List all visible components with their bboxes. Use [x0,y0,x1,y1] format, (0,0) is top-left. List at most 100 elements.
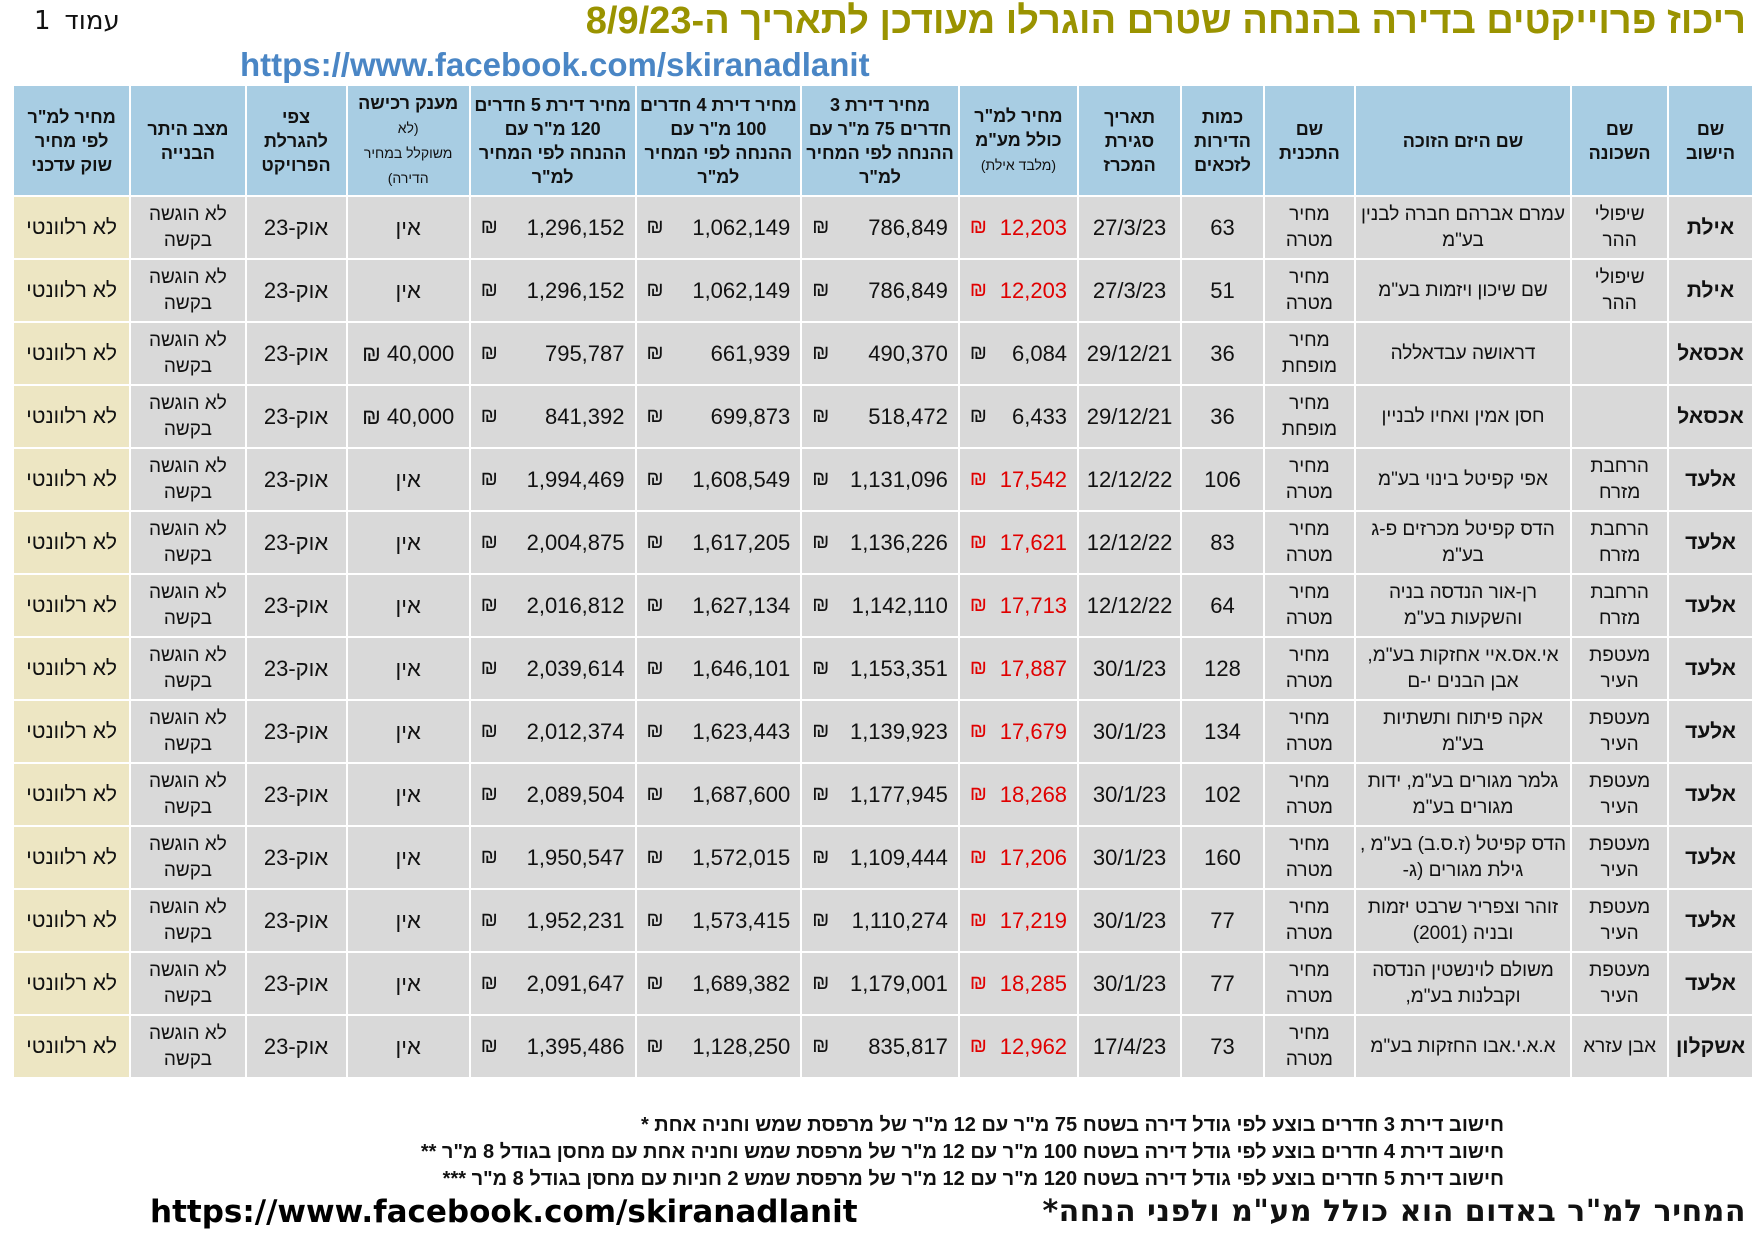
cell-close-date: 30/1/23 [1077,951,1183,1016]
cell-permit: לא הוגשה בקשה [129,258,247,323]
shekel-sign: ₪ [646,909,664,931]
cell-price-sqm-value: 17,206 [999,844,1068,870]
facebook-link-top[interactable]: https://www.facebook.com/skiranadlanit [240,46,870,83]
cell-price4: ₪ 661,939 [634,321,803,386]
shekel-sign: ₪ [812,846,830,868]
cell-price4-wrap: ₪ 1,689,382 [641,971,797,997]
cell-developer: אי.אס.איי אחזקות בע"מ, אבן הבנים י-ם [1353,636,1573,701]
cell-grant: אין [345,699,471,764]
cell-close-date: 30/1/23 [1077,636,1183,701]
cell-price4-wrap: ₪ 699,873 [641,404,797,430]
cell-price-sqm-value: 17,887 [999,655,1068,681]
cell-price3-wrap: ₪ 1,179,001 [806,971,954,997]
cell-price-sqm: ₪ 17,219 [957,888,1080,953]
shekel-sign: ₪ [646,972,664,994]
cell-program: מחיר מטרה [1262,510,1356,575]
table-row: אלעד הרחבת מזרח הדס קפיטל מכרזים פ-ג בע"מ מ… [11,510,1754,575]
cell-lottery: אוק-23 [244,888,348,953]
cell-units: 77 [1180,951,1265,1016]
cell-price5: ₪ 1,952,231 [468,888,637,953]
cell-permit: לא הוגשה בקשה [129,1014,247,1079]
shekel-sign: ₪ [646,342,664,364]
cell-price-sqm-value: 12,203 [999,214,1068,240]
shekel-sign: ₪ [812,594,830,616]
cell-price3: ₪ 786,849 [800,258,960,323]
cell-price5: ₪ 1,296,152 [468,258,637,323]
cell-units: 134 [1180,699,1265,764]
cell-price-sqm: ₪ 18,285 [957,951,1080,1016]
cell-price5: ₪ 1,296,152 [468,195,637,260]
shekel-sign: ₪ [646,1035,664,1057]
cell-permit: לא הוגשה בקשה [129,699,247,764]
cell-city: אלעד [1667,951,1754,1016]
shekel-sign: ₪ [969,342,987,364]
cell-price-sqm: ₪ 6,433 [957,384,1080,449]
cell-lottery: אוק-23 [244,951,348,1016]
table-row: אילת שיפולי ההר שם שיכון ויזמות בע"מ מחיר מ… [11,258,1754,323]
cell-grant: 40,000 ₪ [345,384,471,449]
cell-developer: אקה פיתוח ותשתיות בע"מ [1353,699,1573,764]
cell-neighborhood: אבן עזרא [1570,1014,1670,1079]
cell-price5-value: 2,039,614 [526,655,625,681]
cell-close-date: 17/4/23 [1077,1014,1183,1079]
cell-price-sqm-value: 12,962 [999,1033,1068,1059]
cell-market: לא רלוונטי [11,258,132,323]
cell-grant: אין [345,195,471,260]
projects-table: שם הישוב שם השכונה שם היזם הזוכה שם התכנ… [11,84,1754,1079]
cell-price4: ₪ 1,062,149 [634,258,803,323]
table-row: אלעד מעטפת העיר אקה פיתוח ותשתיות בע"מ מחיר… [11,699,1754,764]
cell-developer: חסן אמין ואחיו לבניין [1353,384,1573,449]
cell-price4-wrap: ₪ 1,573,415 [641,908,797,934]
cell-developer: דראושה עבדאללה [1353,321,1573,386]
shekel-sign: ₪ [812,279,830,301]
col-units: כמות הדירות לזכאים [1180,84,1265,197]
col-price3: מחיר דירת 3 חדרים 75 מ"ר עם ההנחה לפי המ… [800,84,960,197]
page-number: 1 [34,6,51,36]
cell-neighborhood: מעטפת העיר [1570,951,1670,1016]
cell-price-sqm-wrap: ₪ 17,679 [964,719,1073,745]
shekel-sign: ₪ [812,657,830,679]
cell-price5-wrap: ₪ 2,039,614 [475,656,631,682]
table-row: אכסאל דראושה עבדאללה מחיר מופחת 36 29/12/21 ₪… [11,321,1754,386]
cell-price5: ₪ 2,012,374 [468,699,637,764]
cell-price3: ₪ 1,109,444 [800,825,960,890]
cell-price4-value: 1,627,134 [692,592,791,618]
cell-program: מחיר מטרה [1262,447,1356,512]
cell-grant: אין [345,510,471,575]
cell-program: מחיר מטרה [1262,573,1356,638]
cell-units: 64 [1180,573,1265,638]
col-market: מחיר למ"ר לפי מחיר שוק עדכני [11,84,132,197]
cell-close-date: 30/1/23 [1077,825,1183,890]
cell-price3: ₪ 835,817 [800,1014,960,1079]
cell-program: מחיר מטרה [1262,825,1356,890]
cell-price-sqm-wrap: ₪ 17,713 [964,593,1073,619]
col-price-sqm-label: מחיר למ"ר כולל מע"מ [974,106,1063,150]
cell-neighborhood: מעטפת העיר [1570,825,1670,890]
cell-price3: ₪ 1,131,096 [800,447,960,512]
shekel-sign: ₪ [646,594,664,616]
cell-market: לא רלוונטי [11,951,132,1016]
cell-grant: אין [345,1014,471,1079]
cell-price3: ₪ 1,110,274 [800,888,960,953]
shekel-sign: ₪ [646,783,664,805]
cell-price4-wrap: ₪ 1,646,101 [641,656,797,682]
facebook-link-bottom[interactable]: https://www.facebook.com/skiranadlanit [150,1194,858,1230]
shekel-sign: ₪ [646,468,664,490]
cell-price3-value: 1,136,226 [849,529,948,555]
cell-lottery: אוק-23 [244,636,348,701]
cell-grant: אין [345,636,471,701]
cell-city: אשקלון [1667,1014,1754,1079]
cell-close-date: 30/1/23 [1077,699,1183,764]
cell-developer: אפי קפיטל בינוי בע"מ [1353,447,1573,512]
cell-price4: ₪ 699,873 [634,384,803,449]
cell-price5-wrap: ₪ 795,787 [475,341,631,367]
cell-grant: אין [345,888,471,953]
cell-close-date: 29/12/21 [1077,321,1183,386]
cell-city: אלעד [1667,825,1754,890]
cell-units: 83 [1180,510,1265,575]
cell-price-sqm-value: 6,433 [1011,403,1068,429]
cell-neighborhood: מעטפת העיר [1570,636,1670,701]
cell-price-sqm-wrap: ₪ 12,962 [964,1034,1073,1060]
cell-price3-value: 490,370 [868,340,948,366]
cell-price-sqm-wrap: ₪ 6,433 [964,404,1073,430]
